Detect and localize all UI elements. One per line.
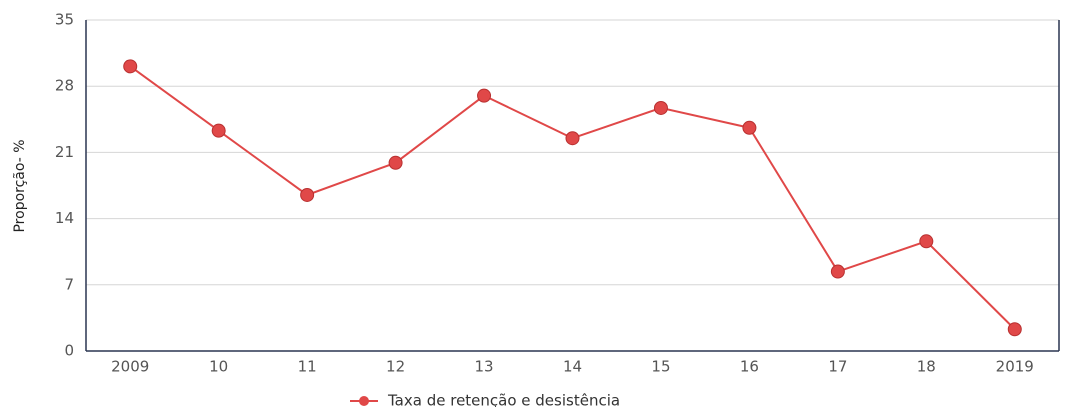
point [742,120,757,135]
point [1007,322,1022,337]
x-tick-label: 15 [651,358,670,376]
legend-label: Taxa de retenção e desistência [387,392,620,407]
point [477,88,492,103]
x-tick-label: 16 [740,358,759,376]
point [919,234,934,249]
x-tick-label: 12 [386,358,405,376]
point [211,123,226,138]
x-tick-label: 18 [917,358,936,376]
y-tick-label: 28 [55,77,74,95]
legend-marker [359,396,369,406]
x-tick-label: 14 [563,358,582,376]
point [830,264,845,279]
x-tick-label: 11 [298,358,317,376]
y-tick-label: 14 [55,209,74,227]
y-tick-label: 0 [64,342,74,360]
y-axis-label: Proporção- % [12,139,28,232]
y-tick-label: 21 [55,143,74,161]
x-tick-label: 10 [209,358,228,376]
y-tick-label: 7 [64,275,74,293]
x-tick-label: 2009 [111,358,149,376]
point [300,187,315,202]
x-tick-label: 17 [828,358,847,376]
y-tick-label: 35 [55,11,74,29]
point [388,155,403,170]
x-tick-label: 13 [474,358,493,376]
point [653,100,668,115]
point [123,59,138,74]
x-tick-label: 2019 [996,358,1034,376]
series-line [129,65,1016,330]
point [565,131,580,146]
